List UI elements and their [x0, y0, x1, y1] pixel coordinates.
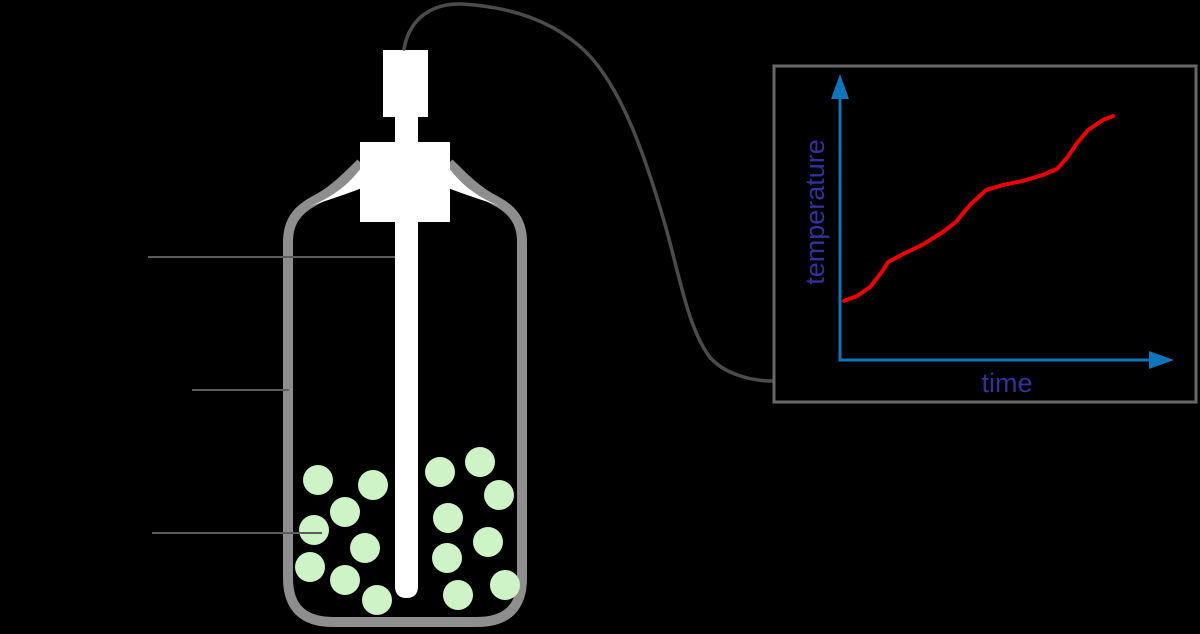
leader-lines-group: [148, 256, 400, 534]
ball: [350, 533, 380, 563]
ball: [473, 527, 503, 557]
ball: [358, 470, 388, 500]
y-axis-label: temperature: [800, 139, 830, 285]
ball: [490, 570, 520, 600]
ball: [330, 497, 360, 527]
temperature-curve: [842, 114, 1116, 303]
ball: [295, 552, 325, 582]
graph-frame: [772, 64, 1198, 404]
ball: [362, 585, 392, 615]
ball: [303, 465, 333, 495]
ball: [432, 543, 462, 573]
probe-cable: [402, 2, 774, 383]
neck-highlight-right-icon: [448, 167, 500, 206]
neck-highlight-left-icon: [310, 167, 362, 206]
x-axis-arrowhead-icon: [1149, 351, 1174, 369]
ball: [443, 580, 473, 610]
y-axis-arrowhead-icon: [831, 74, 849, 99]
temperature-probe-shaft: [395, 117, 418, 598]
ball: [433, 503, 463, 533]
ball: [465, 447, 495, 477]
ball: [425, 457, 455, 487]
temperature-time-graph: temperature time: [772, 64, 1198, 404]
temperature-probe-head: [383, 50, 428, 117]
ball: [484, 480, 514, 510]
bottle-outline: [283, 159, 527, 627]
balls-group: [295, 447, 520, 615]
ball: [299, 515, 329, 545]
x-axis-label: time: [981, 368, 1032, 398]
ball: [330, 565, 360, 595]
